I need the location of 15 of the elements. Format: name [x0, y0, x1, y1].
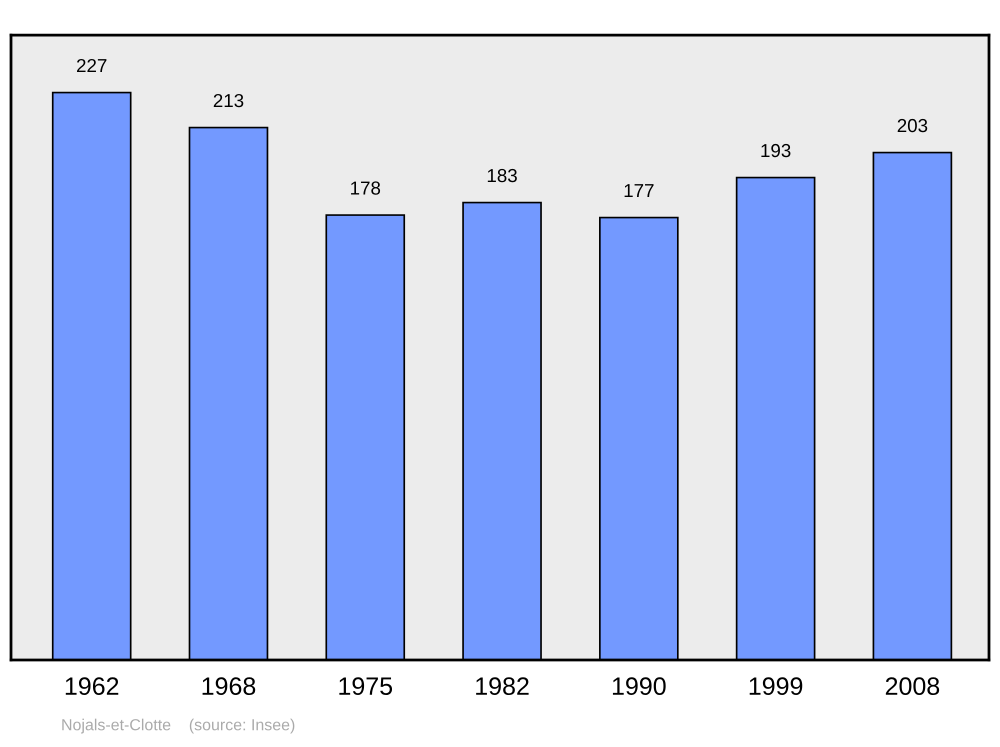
data-label: 183	[488, 168, 517, 182]
x-tick-label: 1975	[339, 677, 392, 696]
x-tick-label: 1982	[476, 677, 529, 696]
data-label: 193	[761, 144, 790, 158]
text: Nojals-et-Clotte (source: Insee)	[62, 718, 294, 734]
x-tick-label: 2008	[886, 677, 940, 696]
x-tick-label: 1999	[750, 677, 802, 696]
data-label: 177	[624, 184, 654, 198]
data-label: 213	[214, 94, 244, 108]
x-tick-label: 1962	[66, 677, 118, 696]
data-label: 203	[898, 118, 928, 132]
x-tick-label: 1968	[202, 677, 256, 696]
data-label: 227	[77, 58, 106, 72]
x-tick-label: 1990	[612, 677, 666, 696]
data-label: 178	[351, 181, 380, 195]
